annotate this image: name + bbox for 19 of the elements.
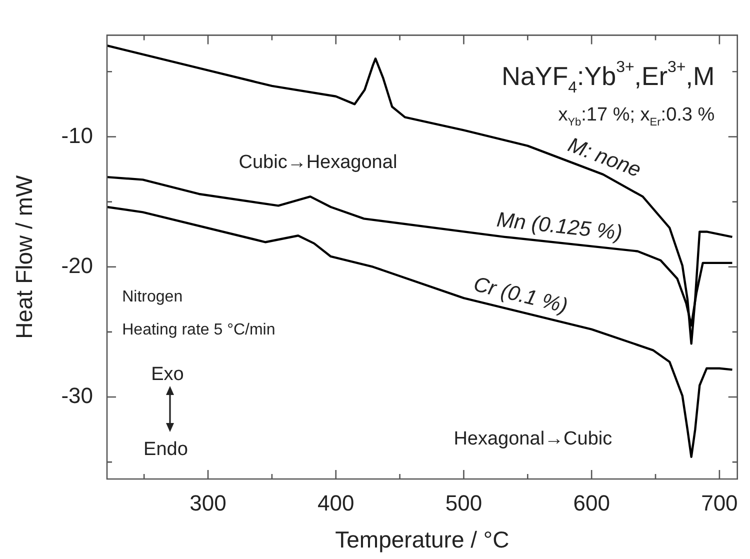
- annotation: Cubic→Hexagonal: [238, 152, 398, 174]
- annotation: Nitrogen: [122, 288, 183, 306]
- annotation: Exo: [151, 364, 184, 385]
- y-tick-label: -20: [61, 252, 93, 278]
- text: Mn (0.125 %): [496, 208, 624, 245]
- y-tick-label: -10: [61, 122, 93, 148]
- x-tick-label: 600: [573, 490, 610, 516]
- y-tick-label: -30: [61, 383, 93, 408]
- annotation: Heating rate 5 °C/min: [122, 322, 276, 339]
- annotation: Endo: [144, 438, 188, 460]
- x-tick-label: 300: [190, 490, 226, 516]
- text: Cr (0.1 %): [471, 272, 570, 318]
- x-tick-label: 400: [318, 490, 354, 516]
- y-axis-title: Heat Flow / mW: [11, 175, 38, 339]
- annotation: Hexagonal→Cubic: [454, 428, 612, 450]
- text: M: none: [564, 133, 644, 182]
- x-tick-label: 500: [445, 490, 482, 516]
- x-tick-label: 700: [701, 490, 738, 516]
- x-axis-title: Temperature / °C: [335, 526, 510, 553]
